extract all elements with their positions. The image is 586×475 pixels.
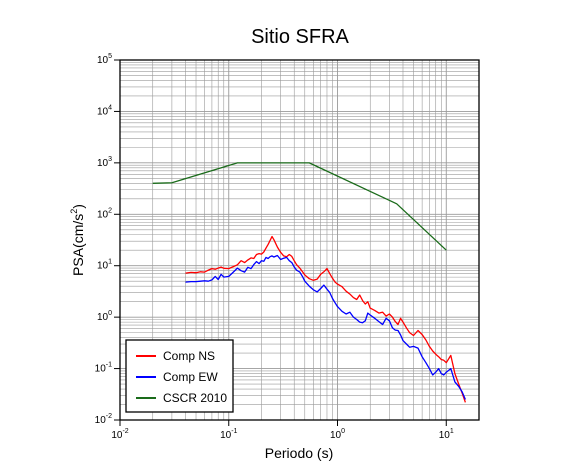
y-tick-exp: 2 xyxy=(108,207,112,214)
y-tick-base: 10 xyxy=(95,364,107,375)
y-tick-exp: 5 xyxy=(108,53,112,60)
y-tick-label: 105 xyxy=(97,53,112,66)
y-tick-label: 103 xyxy=(97,156,112,169)
y-tick-base: 10 xyxy=(95,415,107,426)
y-tick-exp: 1 xyxy=(108,259,112,266)
y-axis-label-sup: 2 xyxy=(69,209,79,214)
x-axis-label: Periodo (s) xyxy=(265,445,333,461)
legend-label: Comp EW xyxy=(163,370,218,384)
series-line-3 xyxy=(152,162,447,251)
chart-title: Sitio SFRA xyxy=(251,26,349,48)
y-tick-label: 10-2 xyxy=(95,413,112,426)
x-tick-exp: 1 xyxy=(450,428,454,435)
y-tick-base: 10 xyxy=(97,312,109,323)
x-tick-label: 10-1 xyxy=(220,428,237,441)
y-tick-base: 10 xyxy=(97,106,109,117)
y-axis-label-base: PSA(cm/s xyxy=(70,214,86,276)
x-tick-exp: -1 xyxy=(231,428,237,435)
y-tick-exp: 3 xyxy=(108,156,112,163)
y-tick-base: 10 xyxy=(97,55,109,66)
y-tick-exp: 0 xyxy=(108,310,112,317)
x-tick-exp: -2 xyxy=(122,428,128,435)
y-tick-base: 10 xyxy=(97,261,109,272)
series-line-1 xyxy=(185,235,467,403)
y-axis-label: PSA(cm/s2) xyxy=(69,204,86,276)
y-tick-label: 10-1 xyxy=(95,362,112,375)
legend-label: CSCR 2010 xyxy=(163,391,227,405)
y-tick-base: 10 xyxy=(97,158,109,169)
legend-label: Comp NS xyxy=(163,349,215,363)
x-tick-exp: 0 xyxy=(341,428,345,435)
y-tick-label: 104 xyxy=(97,104,112,117)
series-layer xyxy=(152,162,467,403)
x-tick-label: 10-2 xyxy=(111,428,128,441)
x-tick-label: 100 xyxy=(330,428,345,441)
series-line-2 xyxy=(185,254,466,400)
x-tick-base: 10 xyxy=(220,430,232,441)
y-tick-label: 102 xyxy=(97,207,112,220)
x-tick-base: 10 xyxy=(439,430,451,441)
x-tick-base: 10 xyxy=(330,430,342,441)
y-tick-base: 10 xyxy=(97,209,109,220)
x-tick-base: 10 xyxy=(111,430,123,441)
y-tick-label: 100 xyxy=(97,310,112,323)
plot-frame xyxy=(119,59,480,421)
y-axis-label-tail: ) xyxy=(70,204,86,209)
y-tick-exp: 4 xyxy=(108,104,112,111)
y-tick-exp: -2 xyxy=(106,413,112,420)
y-tick-exp: -1 xyxy=(106,362,112,369)
legend: Comp NS Comp EW CSCR 2010 xyxy=(125,339,234,413)
x-tick-label: 101 xyxy=(439,428,454,441)
y-tick-label: 101 xyxy=(97,259,112,272)
